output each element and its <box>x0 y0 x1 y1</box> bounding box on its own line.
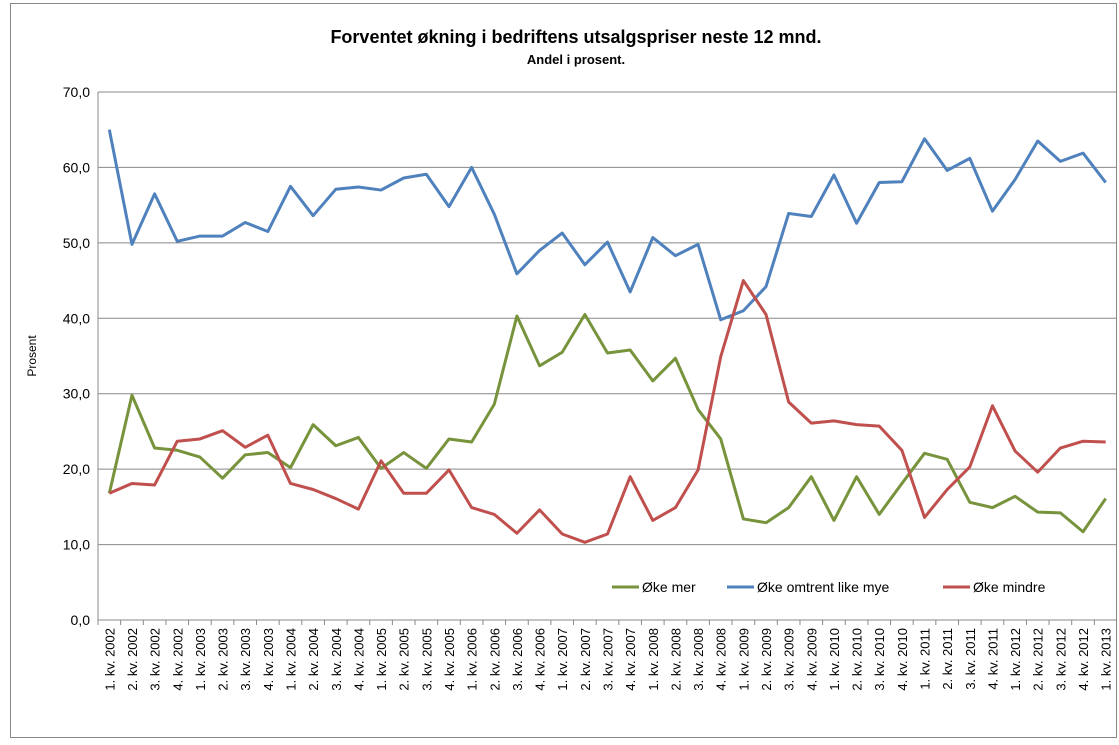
x-tick-label: 3. kv. 2010 <box>872 628 887 691</box>
x-tick-label: 2. kv. 2008 <box>668 628 683 691</box>
x-tick-label: 1. kv. 2008 <box>646 628 661 691</box>
x-tick-label: 1. kv. 2006 <box>465 628 480 691</box>
x-tick-label: 4. kv. 2004 <box>351 628 366 691</box>
x-tick-label: 3. kv. 2012 <box>1053 628 1068 691</box>
x-tick-label: 2. kv. 2007 <box>578 628 593 691</box>
x-tick-label: 4. kv. 2007 <box>623 628 638 691</box>
x-tick-label: 3. kv. 2004 <box>329 628 344 691</box>
x-tick-label: 1. kv. 2009 <box>736 628 751 691</box>
y-tick-label: 0,0 <box>71 612 91 628</box>
y-tick-label: 10,0 <box>63 537 90 553</box>
x-tick-label: 1. kv. 2013 <box>1099 628 1114 691</box>
x-tick-label: 1. kv. 2003 <box>193 628 208 691</box>
y-tick-label: 30,0 <box>63 386 90 402</box>
x-tick-label: 4. kv. 2010 <box>895 628 910 691</box>
x-tick-label: 1. kv. 2012 <box>1008 628 1023 691</box>
x-tick-label: 1. kv. 2007 <box>555 628 570 691</box>
x-tick-label: 4. kv. 2005 <box>442 628 457 691</box>
x-tick-label: 2. kv. 2003 <box>216 628 231 691</box>
y-tick-label: 40,0 <box>63 310 90 326</box>
line-series <box>107 129 1107 322</box>
x-tick-label: 3. kv. 2006 <box>510 628 525 691</box>
x-tick-label: 2. kv. 2004 <box>306 628 321 691</box>
legend-label: Øke mindre <box>973 579 1046 595</box>
x-tick-label: 3. kv. 2009 <box>782 628 797 691</box>
x-tick-label: 4. kv. 2008 <box>714 628 729 691</box>
y-tick-label: 50,0 <box>63 235 90 251</box>
line-series <box>107 313 1107 534</box>
x-tick-label: 2. kv. 2006 <box>487 628 502 691</box>
x-tick-label: 3. kv. 2008 <box>691 628 706 691</box>
x-tick-label: 3. kv. 2011 <box>963 628 978 690</box>
x-tick-label: 2. kv. 2005 <box>397 628 412 691</box>
chart-subtitle: Andel i prosent. <box>527 52 625 67</box>
x-tick-label: 1. kv. 2004 <box>283 628 298 691</box>
x-tick-label: 4. kv. 2003 <box>261 628 276 691</box>
legend-label: Øke mer <box>642 579 696 595</box>
x-tick-label: 4. kv. 2012 <box>1076 628 1091 691</box>
x-tick-label: 1. kv. 2010 <box>827 628 842 691</box>
x-tick-label: 2. kv. 2011 <box>940 628 955 690</box>
y-axis-label: Prosent <box>25 335 39 377</box>
chart-title: Forventet økning i bedriftens utsalgspri… <box>330 27 821 47</box>
x-tick-label: 2. kv. 2012 <box>1031 628 1046 691</box>
y-tick-label: 60,0 <box>63 159 90 175</box>
x-tick-label: 2. kv. 2010 <box>850 628 865 691</box>
x-tick-label: 1. kv. 2002 <box>102 628 117 691</box>
x-tick-label: 4. kv. 2011 <box>985 628 1000 690</box>
y-tick-label: 70,0 <box>63 84 90 100</box>
x-tick-label: 3. kv. 2003 <box>238 628 253 691</box>
x-tick-label: 3. kv. 2002 <box>148 628 163 691</box>
x-tick-label: 1. kv. 2005 <box>374 628 389 691</box>
x-tick-label: 4. kv. 2002 <box>170 628 185 691</box>
x-tick-label: 4. kv. 2006 <box>533 628 548 691</box>
line-series <box>108 279 1106 544</box>
chart-border <box>10 3 1117 738</box>
x-tick-label: 3. kv. 2007 <box>601 628 616 691</box>
x-tick-label: 2. kv. 2009 <box>759 628 774 691</box>
x-tick-label: 4. kv. 2009 <box>804 628 819 691</box>
x-tick-label: 1. kv. 2011 <box>918 628 933 690</box>
x-tick-label: 2. kv. 2002 <box>125 628 140 691</box>
y-tick-label: 20,0 <box>63 461 90 477</box>
legend-label: Øke omtrent like mye <box>757 579 889 595</box>
x-tick-label: 3. kv. 2005 <box>419 628 434 691</box>
